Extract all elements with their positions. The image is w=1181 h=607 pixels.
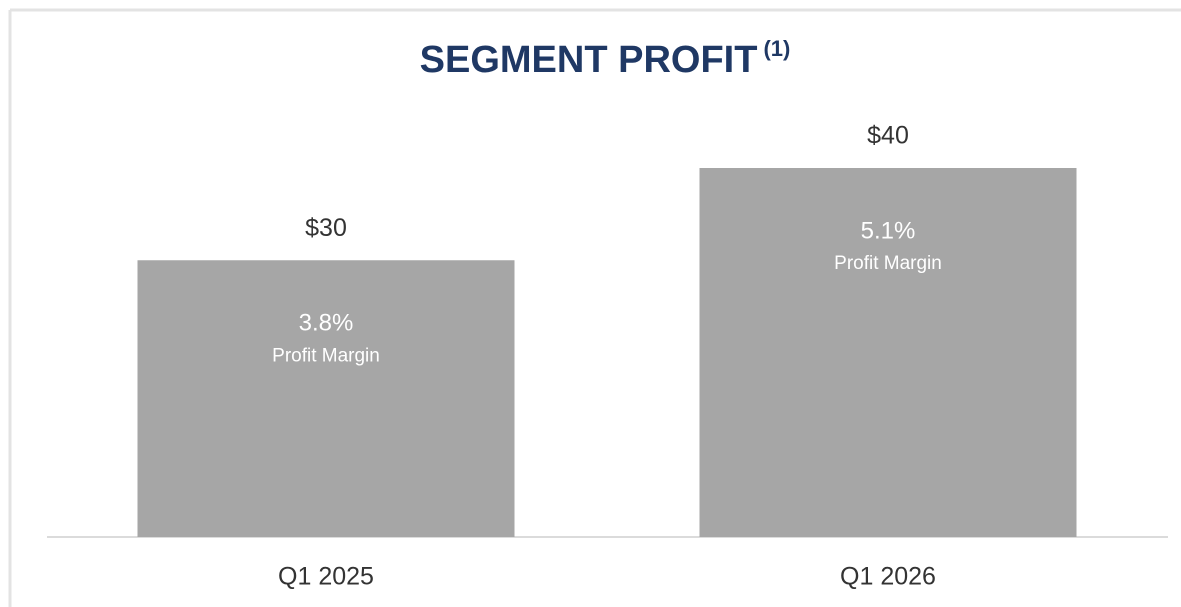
margin-label: 3.8%	[299, 310, 354, 337]
x-tick-label: Q1 2025	[278, 563, 374, 591]
margin-label: 5.1%	[861, 217, 916, 244]
chart-title: SEGMENT PROFIT (1)	[420, 36, 791, 81]
margin-caption: Profit Margin	[834, 253, 942, 274]
x-tick-label: Q1 2026	[840, 563, 936, 591]
bar	[137, 260, 515, 537]
title-text: SEGMENT PROFIT	[420, 39, 758, 81]
bar	[699, 168, 1077, 537]
value-label: $40	[867, 122, 909, 150]
title-note: (1)	[763, 36, 790, 61]
margin-caption: Profit Margin	[272, 345, 380, 366]
value-label: $30	[305, 214, 347, 242]
